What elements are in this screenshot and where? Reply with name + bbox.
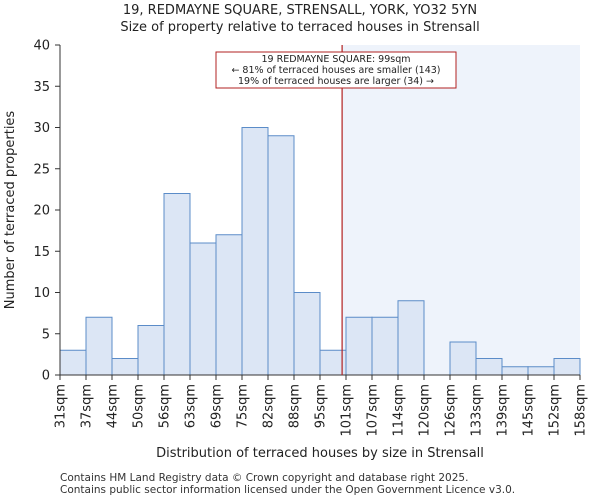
bar-139sqm <box>501 366 529 376</box>
y-tick-label: 30 <box>33 121 50 136</box>
annotation-line-3: 19% of terraced houses are larger (34) → <box>238 76 434 87</box>
y-axis-label: Number of terraced properties <box>3 111 18 310</box>
bar-88sqm <box>293 292 321 376</box>
x-tick-label: 69sqm <box>210 384 225 428</box>
axes-group: 0 5 10 15 20 25 30 35 40 31sqm 37sqm 44sqm 50sqm 56sq… <box>33 39 588 437</box>
bar-101sqm <box>345 316 373 376</box>
y-tick-label: 35 <box>33 80 50 95</box>
bar-44sqm <box>111 358 139 376</box>
bar-114sqm <box>397 300 425 376</box>
bar-69sqm <box>215 234 243 376</box>
x-tick-label: 152sqm <box>548 384 563 437</box>
bar-145sqm <box>527 366 555 376</box>
x-tick-label: 63sqm <box>184 384 199 428</box>
footer-copyright: Contains HM Land Registry data © Crown c… <box>60 472 469 484</box>
footer-licence: Contains public sector information licen… <box>60 484 516 496</box>
bar-31sqm <box>59 349 87 376</box>
bar-50sqm <box>137 325 165 376</box>
x-tick-label: 95sqm <box>314 384 329 428</box>
annotation-line-2: ← 81% of terraced houses are smaller (14… <box>231 65 440 76</box>
x-tick-label: 114sqm <box>392 384 407 437</box>
bar-133sqm <box>475 358 503 376</box>
x-tick-label: 158sqm <box>574 384 589 437</box>
bar-37sqm <box>85 316 113 376</box>
x-tick-label: 120sqm <box>418 384 433 437</box>
y-tick-label: 5 <box>42 327 50 342</box>
x-tick-label: 88sqm <box>288 384 303 428</box>
annotation-line-1: 19 REDMAYNE SQUARE: 99sqm <box>261 54 410 65</box>
x-tick-label: 101sqm <box>340 384 355 437</box>
x-tick-label: 37sqm <box>80 384 95 428</box>
x-tick-label: 50sqm <box>132 384 147 428</box>
bar-152sqm <box>553 358 581 376</box>
x-tick-label: 139sqm <box>496 384 511 437</box>
bar-75sqm <box>241 127 269 376</box>
chart-title: 19, REDMAYNE SQUARE, STRENSALL, YORK, YO… <box>122 3 478 18</box>
y-tick-label: 25 <box>33 162 50 177</box>
x-tick-label: 133sqm <box>470 384 485 437</box>
y-tick-label: 40 <box>33 39 50 54</box>
y-tick-label: 10 <box>33 286 50 301</box>
x-tick-label: 44sqm <box>106 384 121 428</box>
bar-63sqm <box>189 242 217 376</box>
x-tick-label: 107sqm <box>366 384 381 437</box>
y-tick-label: 20 <box>33 204 50 219</box>
bars-group <box>59 127 581 376</box>
chart-subtitle: Size of property relative to terraced ho… <box>120 20 480 35</box>
y-tick-label: 0 <box>42 369 50 384</box>
x-tick-label: 126sqm <box>444 384 459 437</box>
bar-107sqm <box>371 316 399 376</box>
x-tick-label: 56sqm <box>158 384 173 428</box>
bar-126sqm <box>449 341 477 376</box>
x-tick-label: 31sqm <box>54 384 69 428</box>
y-tick-label: 15 <box>33 245 50 260</box>
x-tick-label: 75sqm <box>236 384 251 428</box>
x-axis-label: Distribution of terraced houses by size … <box>156 446 484 461</box>
bar-56sqm <box>163 193 191 376</box>
annotation-frame <box>215 51 457 89</box>
annotation-box: 19 REDMAYNE SQUARE: 99sqm ← 81% of terra… <box>215 51 457 89</box>
bar-82sqm <box>267 135 295 376</box>
x-tick-label: 82sqm <box>262 384 277 428</box>
x-tick-label: 145sqm <box>522 384 537 437</box>
